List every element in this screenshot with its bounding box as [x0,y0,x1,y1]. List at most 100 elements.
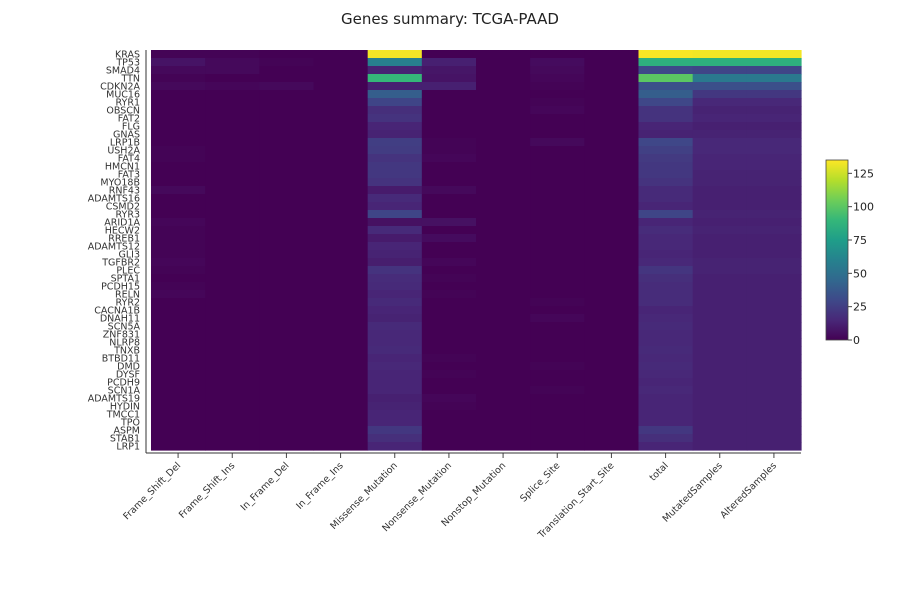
heatmap-cell [151,138,206,147]
y-tick-label: SMAD4 [106,65,140,76]
heatmap-cell [151,338,206,347]
y-axis-ticks: KRASTP53SMAD4TTNCDKN2AMUC16RYR1OBSCNFAT2… [88,49,141,452]
heatmap-cell [205,418,260,427]
heatmap-cell [638,194,694,203]
heatmap-cell [584,74,640,83]
heatmap-cell [692,394,748,403]
heatmap-cell [205,138,260,147]
heatmap-cell [367,74,423,83]
heatmap-cell [313,210,369,219]
y-tick-label: ARID1A [104,217,140,228]
heatmap-cell [259,82,315,91]
heatmap-cell [584,442,640,451]
heatmap-cell [205,434,260,443]
heatmap-cell [746,218,802,227]
heatmap-cell [476,314,531,323]
heatmap-cell [584,98,640,107]
heatmap-cell [313,322,369,331]
heatmap-cell [746,242,802,251]
heatmap-cell [151,386,206,395]
heatmap-cell [530,210,585,219]
heatmap-cell [205,226,260,235]
heatmap-cell [476,98,531,107]
heatmap-cell [367,434,423,443]
heatmap-cell [530,186,585,195]
heatmap-cell [584,426,640,435]
heatmap-cell [313,146,369,155]
y-tick-label: GLI3 [118,249,140,260]
heatmap-cell [421,434,477,443]
heatmap-cell [205,122,260,131]
heatmap-cell [313,338,369,347]
heatmap-cells [151,50,802,451]
heatmap-cell [530,146,585,155]
heatmap-cell [530,242,585,251]
heatmap-cell [259,98,315,107]
heatmap-cell [476,186,531,195]
heatmap-cell [151,346,206,355]
heatmap-cell [313,50,369,59]
heatmap-cell [692,146,748,155]
heatmap-cell [476,426,531,435]
heatmap-cell [692,338,748,347]
heatmap-cell [692,218,748,227]
heatmap-cell [746,106,802,115]
heatmap-cell [313,306,369,315]
heatmap-cell [421,98,477,107]
heatmap-cell [692,202,748,211]
y-tick-label: CACNA1B [94,305,140,316]
heatmap-cell [638,370,694,379]
colorbar-tick-label: 50 [853,267,867,280]
colorbar-tick-label: 125 [853,167,874,180]
heatmap-cell [259,442,315,451]
heatmap-cell [584,226,640,235]
x-tick-label: MutatedSamples [661,460,725,524]
heatmap-cell [421,250,477,259]
heatmap-cell [584,146,640,155]
heatmap-cell [638,282,694,291]
x-tick-label: AlteredSamples [718,460,779,521]
heatmap-cell [259,90,315,99]
heatmap-cell [151,82,206,91]
heatmap-cell [421,186,477,195]
heatmap-cell [313,90,369,99]
heatmap-cell [313,274,369,283]
heatmap-cell [638,378,694,387]
heatmap-cell [692,258,748,267]
heatmap-cell [692,58,748,67]
heatmap-cell [367,226,423,235]
heatmap-cell [205,410,260,419]
heatmap-cell [530,402,585,411]
heatmap-cell [476,354,531,363]
heatmap-cell [421,58,477,67]
heatmap-cell [692,298,748,307]
heatmap-cell [692,66,748,75]
heatmap-cell [476,218,531,227]
heatmap-cell [313,170,369,179]
heatmap-cell [313,114,369,123]
y-tick-label: ADAMTS16 [88,193,140,204]
y-tick-label: DMD [117,361,140,372]
heatmap-cell [746,162,802,171]
heatmap-cell [584,186,640,195]
heatmap-cell [313,226,369,235]
heatmap-cell [313,138,369,147]
heatmap-cell [313,298,369,307]
heatmap-cell [584,402,640,411]
heatmap-cell [313,314,369,323]
heatmap-cell [151,394,206,403]
heatmap-cell [530,386,585,395]
heatmap-cell [367,386,423,395]
heatmap-cell [638,322,694,331]
heatmap-cell [259,106,315,115]
heatmap-cell [367,106,423,115]
heatmap-cell [746,146,802,155]
heatmap-cell [638,74,694,83]
heatmap-cell [313,362,369,371]
heatmap-cell [530,442,585,451]
heatmap-cell [367,250,423,259]
heatmap-cell [638,394,694,403]
heatmap-cell [746,74,802,83]
heatmap-cell [259,202,315,211]
heatmap-cell [151,362,206,371]
